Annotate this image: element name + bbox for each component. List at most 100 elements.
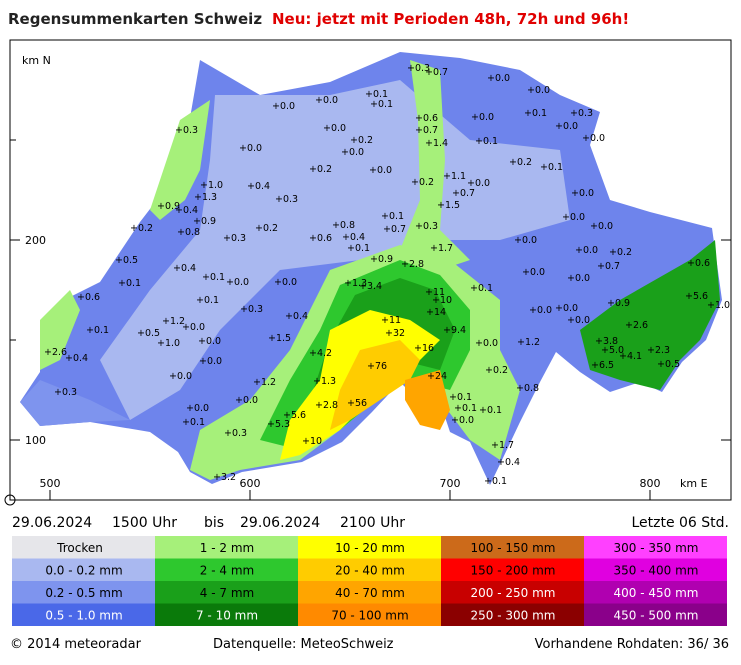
legend-swatch	[155, 558, 298, 581]
legend-swatch	[584, 603, 727, 626]
station-value: +0.3	[570, 108, 593, 119]
station-value: +0.3	[415, 221, 438, 232]
station-value: +0.3	[54, 387, 77, 398]
station-value: +0.6	[309, 233, 332, 244]
station-value: +0.5	[137, 328, 160, 339]
station-value: +0.1	[540, 162, 563, 173]
station-value: +1.0	[707, 300, 730, 311]
station-value: +4.1	[619, 351, 642, 362]
station-value: +1.5	[268, 333, 291, 344]
station-value: +2.6	[44, 347, 67, 358]
station-value: +14	[426, 307, 446, 318]
station-value: +0.0	[514, 235, 537, 246]
station-value: +5.3	[267, 419, 290, 430]
legend-swatch	[441, 603, 584, 626]
legend-label: 2 - 4 mm	[200, 564, 254, 578]
legend-swatch	[298, 558, 441, 581]
station-value: +0.1	[449, 392, 472, 403]
legend-label: 250 - 300 mm	[471, 609, 556, 623]
station-value: +0.1	[118, 278, 141, 289]
station-value: +0.1	[86, 325, 109, 336]
axis-label: 200	[25, 234, 46, 247]
station-value: +0.0	[182, 322, 205, 333]
station-value: +0.1	[347, 243, 370, 254]
station-value: +0.0	[567, 273, 590, 284]
legend-swatch	[155, 603, 298, 626]
station-value: +0.7	[452, 188, 475, 199]
station-value: +0.2	[485, 365, 508, 376]
legend-label: 20 - 40 mm	[335, 564, 405, 578]
station-value: +1.0	[157, 338, 180, 349]
station-value: +11	[425, 287, 445, 298]
axis-label: 100	[25, 434, 46, 447]
station-value: +1.3	[194, 192, 217, 203]
station-value: +0.2	[609, 247, 632, 258]
station-value: +0.2	[509, 157, 532, 168]
legend-label: 450 - 500 mm	[614, 609, 699, 623]
station-value: +0.2	[350, 135, 373, 146]
axis-label: km E	[680, 477, 708, 490]
station-value: +0.0	[239, 143, 262, 154]
station-value: +0.3	[407, 63, 430, 74]
legend-swatch	[441, 581, 584, 604]
station-value: +0.0	[590, 221, 613, 232]
map-relief	[20, 52, 722, 485]
legend-label: 0.2 - 0.5 mm	[45, 586, 122, 600]
station-value: +0.1	[524, 108, 547, 119]
legend-swatch	[155, 536, 298, 559]
title: Regensummenkarten Schweiz	[8, 10, 262, 28]
station-value: +0.0	[475, 338, 498, 349]
station-value: +0.0	[169, 371, 192, 382]
station-value: +0.2	[130, 223, 153, 234]
station-value: +5.0	[601, 345, 624, 356]
legend-label: 0.5 - 1.0 mm	[45, 609, 122, 623]
axes: km N 200 100 500 600 700 800 km E	[10, 54, 731, 500]
legend-swatch	[12, 603, 155, 626]
station-value: +0.1	[381, 211, 404, 222]
station-value: +1.1	[443, 171, 466, 182]
station-value: +0.1	[202, 272, 225, 283]
station-value: +0.0	[527, 85, 550, 96]
station-value: +56	[347, 398, 367, 409]
origin-marker	[4, 494, 16, 506]
station-value: +76	[367, 361, 387, 372]
legend-label: 400 - 450 mm	[614, 586, 699, 600]
station-value: +1.7	[491, 440, 514, 451]
legend-label: 70 - 100 mm	[331, 609, 408, 623]
station-value: +0.4	[285, 311, 308, 322]
station-value: +3.8	[595, 336, 618, 347]
station-value: +2.6	[625, 320, 648, 331]
station-value: +0.7	[425, 67, 448, 78]
legend-label: Trocken	[56, 541, 103, 555]
station-value: +0.7	[383, 224, 406, 235]
start-date: 29.06.2024	[12, 515, 92, 531]
station-value: +0.3	[275, 194, 298, 205]
station-value: +3.4	[359, 281, 382, 292]
station-value: +0.0	[226, 277, 249, 288]
station-value: +0.1	[479, 405, 502, 416]
station-value: +0.7	[597, 261, 620, 272]
legend-label: 40 - 70 mm	[335, 586, 405, 600]
legend-label: 350 - 400 mm	[614, 564, 699, 578]
station-value: +0.6	[77, 292, 100, 303]
station-value: +5.6	[685, 291, 708, 302]
legend-label: 100 - 150 mm	[471, 541, 556, 555]
station-value: +0.8	[177, 227, 200, 238]
legend-swatch	[298, 581, 441, 604]
station-value: +0.1	[484, 476, 507, 487]
station-value: +1.2	[517, 337, 540, 348]
legend-label: 1 - 2 mm	[200, 541, 254, 555]
station-value: +0.2	[255, 223, 278, 234]
station-value: +0.1	[196, 295, 219, 306]
legend: Trocken 1 - 2 mm 10 - 20 mm 100 - 150 mm 300…	[12, 536, 727, 626]
station-value: +0.0	[341, 147, 364, 158]
station-value: +0.2	[411, 177, 434, 188]
station-value: +0.1	[454, 403, 477, 414]
station-value: +0.7	[415, 125, 438, 136]
station-value: +10	[432, 295, 452, 306]
legend-label: 4 - 7 mm	[200, 586, 254, 600]
station-value: +0.3	[223, 233, 246, 244]
station-value: +0.0	[467, 178, 490, 189]
station-value: +0.0	[186, 403, 209, 414]
station-value: +0.1	[182, 417, 205, 428]
